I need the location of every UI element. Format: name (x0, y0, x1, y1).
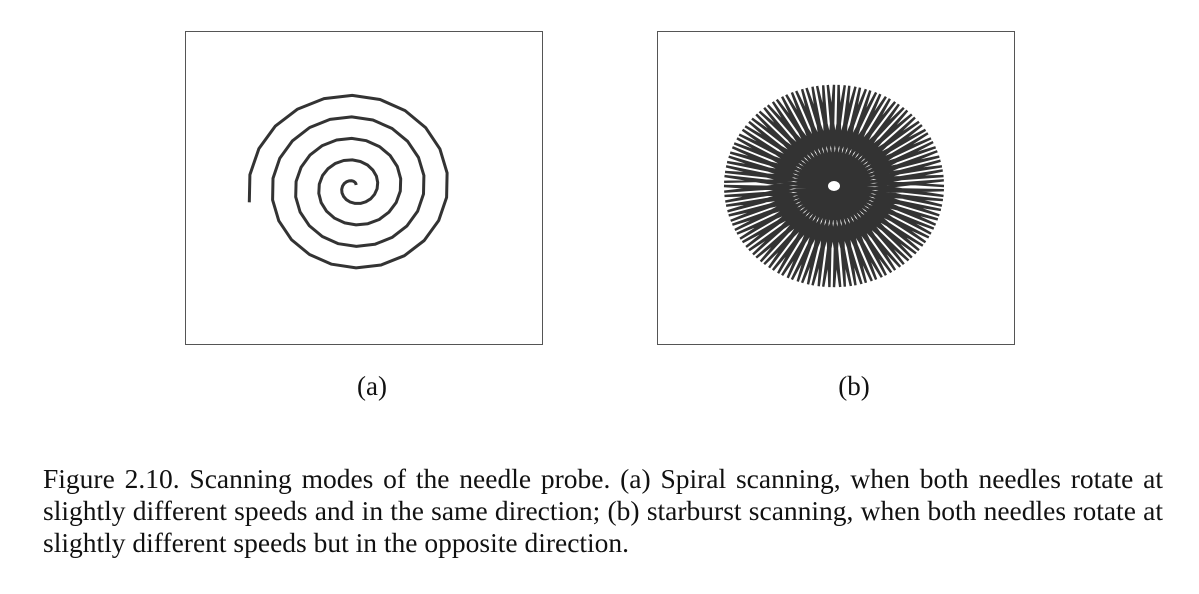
figure-caption: Figure 2.10. Scanning modes of the needl… (43, 463, 1163, 558)
starburst-scan-diagram (723, 84, 945, 288)
starburst-center-hole (828, 181, 840, 191)
panel-b-label: (b) (838, 371, 870, 401)
panel-a-label: (a) (357, 371, 387, 401)
spiral-scan-panel (185, 31, 543, 345)
spiral-scan-path (247, 93, 449, 270)
starburst-scan-panel (657, 31, 1015, 345)
spiral-scan-diagram (247, 93, 449, 270)
